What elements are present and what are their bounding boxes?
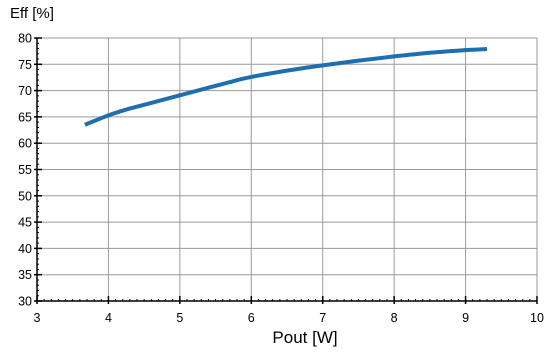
y-tick-label: 35: [18, 268, 32, 282]
x-tick-label: 6: [248, 311, 255, 325]
y-tick-label: 75: [18, 58, 32, 72]
x-tick-label: 9: [462, 311, 469, 325]
y-tick-label: 40: [18, 242, 32, 256]
efficiency-series-line: [84, 47, 488, 127]
y-tick-label: 30: [18, 295, 32, 309]
y-tick-label: 70: [18, 84, 32, 98]
y-tick-label: 65: [18, 110, 32, 124]
x-tick-label: 7: [319, 311, 326, 325]
x-tick-label: 8: [391, 311, 398, 325]
x-tick-label: 3: [34, 311, 41, 325]
y-tick-label: 60: [18, 137, 32, 151]
y-axis-label: Eff [%]: [10, 5, 54, 22]
y-tick-label: 45: [18, 216, 32, 230]
y-tick-label: 80: [18, 32, 32, 46]
x-tick-label: 4: [105, 311, 112, 325]
y-tick-label: 55: [18, 163, 32, 177]
y-tick-label: 50: [18, 189, 32, 203]
x-tick-label: 10: [530, 311, 544, 325]
x-tick-label: 5: [176, 311, 183, 325]
x-axis-label: Pout [W]: [272, 328, 338, 347]
